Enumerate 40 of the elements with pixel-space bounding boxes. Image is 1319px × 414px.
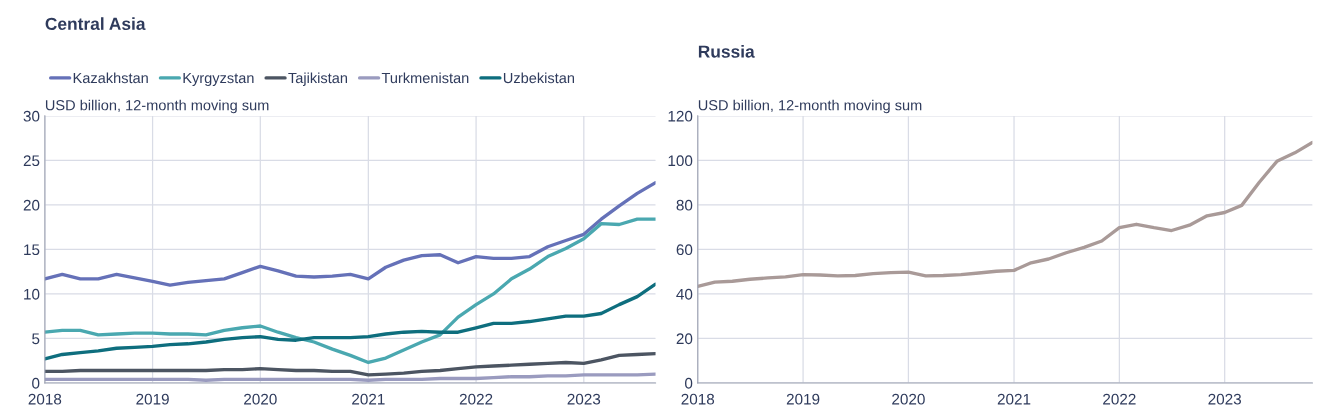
y-tick-label: 40 (676, 288, 693, 300)
x-tick-label: 2021 (352, 393, 385, 405)
x-tick-label: 2020 (892, 393, 925, 405)
x-tick-label: 2023 (1208, 393, 1241, 405)
legend-label: Uzbekistan (503, 72, 574, 84)
x-tick-label: 2019 (786, 393, 820, 405)
legend-label: Kyrgyzstan (183, 73, 254, 87)
y-tick-label: 30 (23, 110, 40, 122)
y-tick-label: 0 (684, 377, 693, 389)
legend-label: Turkmenistan (381, 72, 469, 84)
x-tick-label: 2019 (136, 393, 169, 405)
chart-title: Central Asia (45, 17, 146, 30)
y-axis-title: USD billion, 12-month moving sum (45, 99, 269, 114)
y-axis-title: USD billion, 12-month moving sum (698, 99, 922, 114)
y-tick-label: 60 (676, 244, 693, 256)
y-tick-label: 120 (668, 110, 693, 122)
y-tick-label: 5 (32, 333, 40, 345)
line-series (44, 181, 656, 287)
y-tick-label: 20 (676, 333, 693, 345)
x-tick-label: 2022 (459, 393, 493, 405)
y-tick-label: 15 (24, 244, 40, 256)
x-tick-label: 2018 (28, 393, 62, 405)
y-tick-label: 100 (668, 155, 693, 167)
line-series (44, 217, 656, 365)
y-tick-label: 80 (676, 199, 693, 211)
x-tick-label: 2020 (244, 393, 277, 405)
y-tick-label: 10 (24, 288, 40, 300)
x-tick-label: 2022 (1103, 393, 1136, 405)
x-tick-label: 2021 (997, 393, 1031, 405)
legend-label: Tajikistan (288, 72, 347, 87)
y-tick-label: 0 (32, 377, 40, 389)
y-tick-label: 25 (23, 155, 40, 167)
line-series (44, 351, 656, 377)
x-tick-label: 2018 (681, 393, 715, 405)
x-tick-label: 2023 (567, 393, 601, 405)
legend-label: Kazakhstan (73, 72, 148, 84)
y-tick-label: 20 (23, 199, 40, 211)
chart-title: Russia (698, 45, 755, 58)
line-series (44, 282, 656, 361)
line-series (697, 140, 1313, 289)
